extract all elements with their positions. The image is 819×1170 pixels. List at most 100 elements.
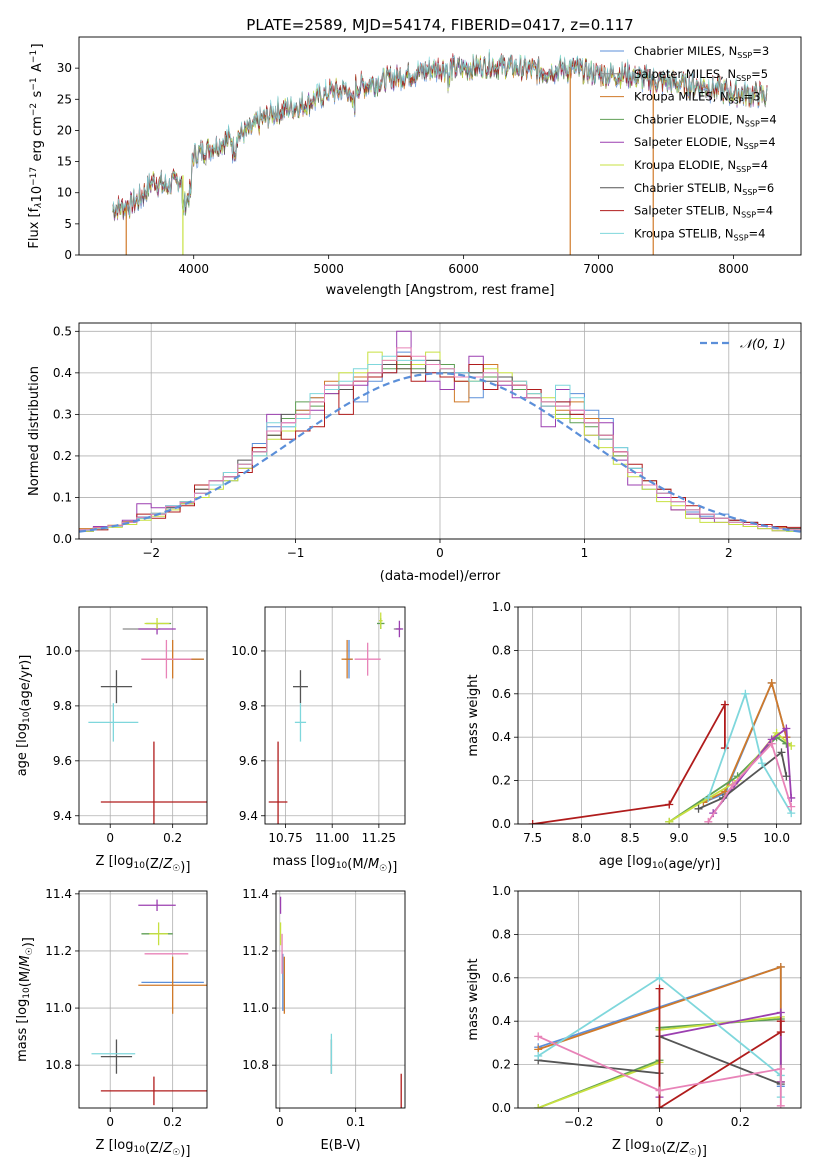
y-tick-label: 9.4 [53,809,72,823]
label-part: log [630,1138,650,1153]
mass-weight-line [532,701,726,824]
x-tick-label: −1 [287,546,305,560]
legend-entry-label: Chabrier ELODIE, N [634,112,745,126]
label-part: age [ [15,743,30,776]
plus-marker [655,984,664,993]
x-tick-label: 8.0 [572,831,591,845]
legend-entry-label: Kroupa MILES, N [634,90,729,104]
y-tick-label: 11.4 [45,887,72,901]
histogram-step [79,347,801,539]
plus-marker [776,1028,785,1037]
label-part: log [114,854,134,869]
y-tick-label: 9.4 [239,809,258,823]
label-sub: ☉ [379,864,387,874]
label-part: Z [ [612,1138,630,1153]
x-tick-label: 0 [106,1115,114,1129]
y-tick-label: 0.0 [492,1101,511,1115]
label-part: age [ [599,854,632,869]
plus-marker [776,1017,785,1026]
y-axis-label: mass weight [466,958,481,1040]
y-tick-label: 0.2 [492,1058,511,1072]
label-part: (age/yr)] [18,655,33,712]
legend-entry-label: Kroupa ELODIE, N [634,158,736,172]
label-sub: 10 [134,1145,146,1155]
plus-marker [787,802,796,811]
label-part: mass [ [273,854,316,869]
y-tick-label: 11.2 [45,944,72,958]
y-tick-label: 0.0 [53,532,72,546]
x-axis-label: mass [log10(M/M☉)] [273,854,398,875]
x-axis-label: (data-model)/error [380,569,501,584]
plus-marker [776,1064,785,1073]
label-part: M [18,955,33,966]
y-tick-label: 10.8 [45,1058,72,1072]
axes-frame [78,322,802,540]
y-tick-label: 0.6 [492,971,511,985]
y-tick-label: 30 [57,61,72,75]
label-part: mass [ [15,1019,30,1062]
label-sub: 10 [134,861,146,871]
label-part: )] [21,937,36,947]
x-axis-label: Z [log10(Z/Z☉)] [612,1138,707,1159]
label-sup: −17 [29,167,39,186]
legend-entry-suffix: =4 [760,112,777,126]
mass-weight-line [658,988,782,1108]
plot-area [91,899,207,1106]
mass-weight-vs-age-panel: 7.5 8.0 8.5 9.0 9.5 10.0 0.0 0.2 0.4 0.6 0.8 1.0 age… [466,600,802,872]
x-tick-label: 7000 [583,262,614,276]
label-part: (Z/ [145,1141,164,1156]
label-part: wavelength [Angstrom, rest frame] [326,283,555,298]
y-tick-label: 0.3 [53,407,72,421]
legend-entry-suffix: =4 [751,158,768,172]
legend-entry-suffix: =3 [744,90,761,104]
x-tick-label: 2 [725,546,733,560]
x-tick-label: 11.00 [315,831,349,845]
plus-marker [534,1104,543,1108]
plot-area [112,49,768,255]
legend-entry: Salpeter STELIB, NSSP=4 [634,204,773,220]
label-part: 10 [30,186,45,203]
axes-frame [517,606,802,825]
plus-marker [782,772,791,781]
mass-weight-line [658,1011,782,1098]
y-tick-label: 9.8 [239,699,258,713]
figure-title: PLATE=2589, MJD=54174, FIBERID=0417, z=0… [246,16,633,34]
axes-frame [78,606,208,825]
plus-marker [757,759,766,768]
label-part: ] [30,43,45,48]
y-tick-label: 10.8 [242,1058,269,1072]
label-part: Z [162,857,173,872]
label-sup: −1 [29,50,39,63]
plus-marker [720,700,729,709]
label-part: log [15,723,30,743]
plot-area [79,330,801,539]
label-part: log [15,999,30,1019]
legend-entry-sub: SSP [729,97,744,106]
mass-weight-vs-metallicity-panel: −0.2 0 0.2 0.0 0.2 0.4 0.6 0.8 1.0 Z [log10(Z/Z☉)… [466,884,802,1159]
plus-marker [777,748,786,757]
legend-entry-suffix: =4 [749,226,766,240]
label-part: M [368,857,379,872]
x-tick-label: 0 [276,1115,284,1129]
x-tick-label: 0 [436,546,444,560]
legend-entry-suffix: =6 [757,181,774,195]
legend-entry: Chabrier STELIB, NSSP=6 [634,181,774,197]
y-tick-label: 10 [57,186,72,200]
legend-entry-sub: SSP [744,142,759,151]
label-sub: ☉ [172,1148,180,1158]
legend-entry-label: Kroupa STELIB, N [634,226,734,240]
x-tick-label: 0 [106,831,114,845]
label-part: mass weight [466,958,481,1040]
x-tick-label: 10.0 [763,831,790,845]
y-tick-label: 9.6 [239,754,258,768]
x-tick-label: 0 [656,1115,664,1129]
y-tick-label: 25 [57,92,72,106]
plot-area [279,896,402,1108]
plus-marker [655,1104,664,1108]
legend-entry-suffix: =4 [756,204,773,218]
y-axis-label: Normed distribution [27,366,42,496]
label-part: A [30,63,45,76]
legend-entry: Salpeter MILES, NSSP=5 [634,67,768,83]
mass-vs-extinction-panel: 0 0.1 10.8 11.0 11.2 11.4 E(B-V) [242,887,406,1153]
plus-marker [528,820,537,824]
